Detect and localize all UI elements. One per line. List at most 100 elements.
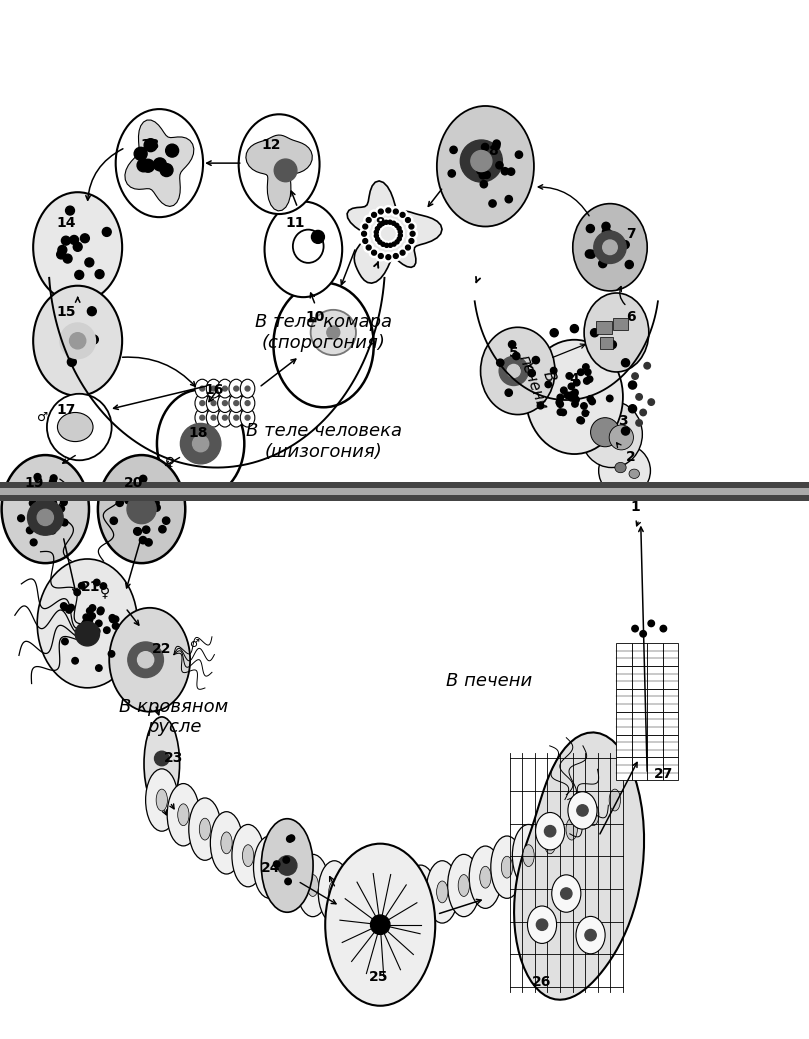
Circle shape bbox=[83, 620, 89, 627]
Circle shape bbox=[537, 402, 544, 409]
Circle shape bbox=[460, 140, 502, 182]
Circle shape bbox=[152, 499, 159, 506]
Text: 9: 9 bbox=[375, 216, 385, 231]
Ellipse shape bbox=[264, 856, 275, 878]
Circle shape bbox=[397, 237, 401, 241]
Ellipse shape bbox=[307, 875, 319, 897]
Circle shape bbox=[74, 270, 83, 279]
Circle shape bbox=[568, 383, 574, 390]
Ellipse shape bbox=[265, 202, 342, 297]
Circle shape bbox=[581, 403, 587, 409]
Text: В теле комара
(спорогония): В теле комара (спорогония) bbox=[255, 313, 392, 352]
Circle shape bbox=[18, 515, 24, 522]
Circle shape bbox=[70, 236, 78, 244]
Circle shape bbox=[395, 235, 403, 243]
Circle shape bbox=[448, 169, 455, 177]
Circle shape bbox=[40, 500, 46, 507]
Circle shape bbox=[483, 160, 490, 167]
Circle shape bbox=[94, 628, 100, 635]
Bar bbox=[632, 735, 647, 757]
Polygon shape bbox=[125, 121, 194, 207]
Circle shape bbox=[69, 337, 78, 345]
Circle shape bbox=[513, 352, 520, 359]
Circle shape bbox=[582, 364, 589, 370]
Circle shape bbox=[134, 528, 142, 535]
Circle shape bbox=[640, 409, 646, 416]
Text: 17: 17 bbox=[57, 403, 76, 418]
Ellipse shape bbox=[415, 885, 426, 907]
Ellipse shape bbox=[253, 836, 286, 899]
Circle shape bbox=[110, 517, 117, 525]
Circle shape bbox=[395, 223, 399, 228]
Circle shape bbox=[392, 221, 396, 225]
Circle shape bbox=[61, 638, 68, 645]
Circle shape bbox=[509, 341, 516, 348]
Circle shape bbox=[636, 420, 642, 426]
Circle shape bbox=[400, 212, 405, 217]
Circle shape bbox=[386, 255, 391, 260]
Circle shape bbox=[37, 509, 53, 526]
Circle shape bbox=[379, 240, 387, 248]
Circle shape bbox=[376, 251, 386, 261]
Circle shape bbox=[403, 215, 413, 224]
Circle shape bbox=[561, 388, 567, 394]
Circle shape bbox=[375, 237, 379, 241]
Circle shape bbox=[74, 242, 83, 251]
Circle shape bbox=[386, 218, 394, 227]
Ellipse shape bbox=[629, 470, 639, 478]
Circle shape bbox=[568, 395, 574, 401]
Circle shape bbox=[245, 416, 250, 420]
Circle shape bbox=[380, 221, 384, 225]
Circle shape bbox=[211, 401, 216, 405]
Circle shape bbox=[211, 416, 216, 420]
Circle shape bbox=[471, 151, 492, 171]
Circle shape bbox=[618, 241, 626, 248]
Circle shape bbox=[583, 378, 590, 384]
Circle shape bbox=[648, 399, 654, 405]
Text: ♀: ♀ bbox=[165, 455, 175, 470]
Circle shape bbox=[288, 835, 294, 842]
Circle shape bbox=[393, 238, 401, 246]
Circle shape bbox=[499, 356, 528, 385]
Ellipse shape bbox=[47, 394, 112, 460]
Circle shape bbox=[148, 500, 155, 507]
Ellipse shape bbox=[240, 394, 255, 412]
Circle shape bbox=[38, 507, 44, 514]
Ellipse shape bbox=[206, 379, 221, 398]
Circle shape bbox=[644, 363, 650, 369]
Circle shape bbox=[116, 499, 124, 506]
Text: 20: 20 bbox=[124, 476, 143, 490]
Text: 16: 16 bbox=[205, 382, 224, 397]
Text: ♂: ♂ bbox=[189, 639, 199, 649]
Circle shape bbox=[166, 144, 179, 157]
Circle shape bbox=[574, 379, 580, 385]
Circle shape bbox=[159, 526, 166, 533]
Ellipse shape bbox=[581, 401, 642, 468]
Circle shape bbox=[49, 478, 57, 485]
Ellipse shape bbox=[576, 916, 605, 954]
Circle shape bbox=[49, 500, 57, 506]
Circle shape bbox=[379, 209, 383, 214]
Ellipse shape bbox=[239, 114, 320, 214]
Circle shape bbox=[311, 231, 324, 243]
Circle shape bbox=[578, 369, 584, 375]
Circle shape bbox=[602, 241, 610, 249]
Circle shape bbox=[376, 207, 386, 216]
Ellipse shape bbox=[591, 418, 620, 447]
Circle shape bbox=[450, 146, 457, 154]
Circle shape bbox=[85, 258, 94, 267]
Ellipse shape bbox=[577, 783, 609, 846]
Bar bbox=[647, 757, 663, 780]
Circle shape bbox=[640, 631, 646, 637]
Bar bbox=[596, 321, 612, 334]
Ellipse shape bbox=[229, 408, 244, 427]
Ellipse shape bbox=[275, 846, 307, 908]
Circle shape bbox=[63, 255, 72, 263]
Circle shape bbox=[273, 861, 280, 868]
Ellipse shape bbox=[512, 825, 544, 887]
Text: 7: 7 bbox=[626, 227, 636, 241]
Circle shape bbox=[60, 323, 95, 358]
Circle shape bbox=[74, 337, 83, 346]
Ellipse shape bbox=[229, 394, 244, 412]
Circle shape bbox=[621, 358, 629, 367]
